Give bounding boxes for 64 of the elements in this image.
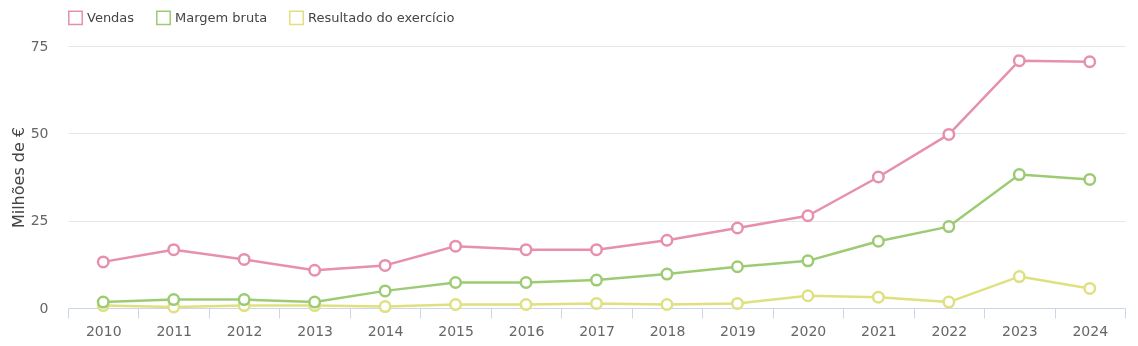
legend-label: Resultado do exercício [308,9,455,25]
point [237,293,251,307]
point [590,296,603,310]
point [590,243,603,257]
point [1012,168,1026,182]
point [449,276,463,289]
x-tick-label: 2023 [1001,322,1038,339]
point [378,258,392,272]
x-tick-label: 2020 [790,322,827,339]
point [308,263,322,277]
point [237,252,251,266]
x-tick-label: 2024 [1072,322,1109,339]
x-tick-label: 2019 [720,322,756,339]
point [730,260,744,274]
point [449,239,463,253]
point [519,243,533,257]
x-tick-label: 2016 [508,322,545,339]
point [96,295,110,309]
point [1083,172,1097,186]
point [1083,55,1097,69]
y-tick-label: 50 [30,124,49,141]
point [871,234,885,248]
point [730,221,744,235]
legend-label: Vendas [87,9,135,25]
point [1012,54,1026,68]
point [96,255,110,269]
point [378,284,392,298]
point [660,267,674,281]
point [660,298,674,311]
x-tick-label: 2011 [156,322,193,339]
x-tick-label: 2010 [85,322,122,339]
x-tick-label: 2014 [367,322,404,339]
point [590,273,603,287]
x-tick-label: 2017 [579,322,615,339]
point [942,220,956,234]
x-tick-label: 2018 [649,322,686,339]
point [308,295,322,309]
x-tick-label: 2015 [438,322,474,339]
x-tick-label: 2013 [297,322,333,339]
point [167,293,181,307]
y-tick-label: 25 [30,212,49,229]
point [871,170,885,184]
legend-label: Margem bruta [175,9,268,25]
point [871,290,885,304]
point [1012,270,1026,284]
point [167,243,181,257]
point [801,209,815,223]
y-tick-label: 0 [39,299,49,316]
point [519,276,533,289]
point [519,298,533,311]
point [801,254,815,268]
point [378,300,392,314]
point [1083,281,1097,295]
x-tick-label: 2022 [931,322,968,339]
point [942,127,956,141]
x-tick-label: 2021 [861,322,897,339]
point [801,289,815,303]
y-axis-title: Milhões de € [8,126,28,229]
point [942,295,956,309]
point [449,298,463,311]
x-tick-label: 2012 [226,322,263,339]
y-tick-label: 75 [30,37,49,54]
point [660,233,674,247]
point [730,296,744,310]
